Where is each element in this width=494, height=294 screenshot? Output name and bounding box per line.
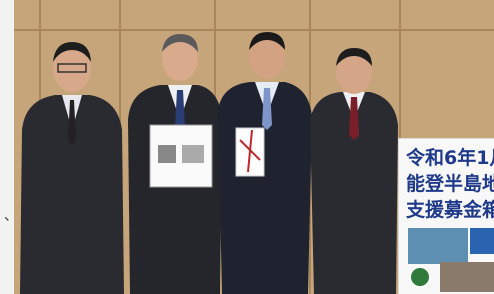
sign-line: 支援募金箱: [405, 198, 494, 221]
sign-line: 能登半島地: [406, 172, 494, 195]
side-mark: 、: [4, 208, 18, 224]
donation-box: 令和6年1月 能登半島地 支援募金箱: [398, 138, 494, 294]
left-margin: [0, 0, 14, 294]
photo: 、 令和6年1月 能登半島地 支援募金箱: [0, 0, 494, 294]
page: 、 令和6年1月 能登半島地 支援募金箱 (() => {: [0, 0, 494, 294]
sign-line: 令和6年1月: [406, 146, 494, 169]
